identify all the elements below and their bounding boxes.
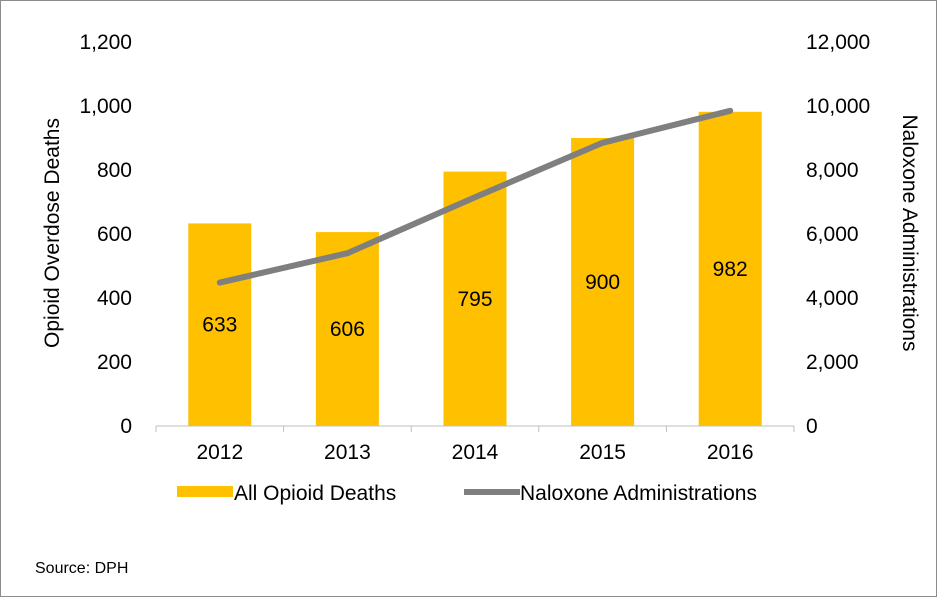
bar-2013: [315, 232, 379, 426]
y-right-tick-label-5: 10,000: [806, 95, 870, 118]
x-tick-label-2014: 2014: [452, 441, 499, 464]
naloxone-line: [216, 107, 734, 286]
bar-2014: [443, 171, 507, 426]
y-right-tick-label-1: 2,000: [806, 351, 859, 374]
data-label-2015: 900: [585, 271, 620, 294]
data-label-2012: 633: [202, 314, 237, 337]
legend-label-naloxone-administrations: Naloxone Administrations: [520, 482, 757, 505]
data-label-2016: 982: [713, 258, 748, 281]
x-tick-label-2015: 2015: [579, 441, 626, 464]
legend-label-all-opioid-deaths: All Opioid Deaths: [234, 482, 396, 505]
data-label-2014: 795: [457, 288, 492, 311]
source-note: Source: DPH: [35, 560, 129, 577]
axes-layer: [155, 425, 795, 432]
y-right-tick-label-4: 8,000: [806, 159, 859, 182]
y-left-tick-label-4: 800: [97, 159, 132, 182]
y-right-tick-label-0: 0: [806, 415, 818, 438]
y-axis-title-right: Naloxone Administrations: [898, 115, 921, 352]
bars-layer: [188, 111, 762, 427]
y-right-tick-label-6: 12,000: [806, 31, 870, 54]
bar-2015: [571, 138, 635, 426]
legend-swatch-all-opioid-deaths: [177, 486, 233, 497]
y-left-tick-label-2: 400: [97, 287, 132, 310]
data-label-2013: 606: [330, 318, 365, 341]
y-axis-title-left: Opioid Overdose Deaths: [41, 118, 64, 348]
y-left-tick-label-0: 0: [120, 415, 132, 438]
y-right-tick-label-2: 4,000: [806, 287, 859, 310]
y-left-tick-label-6: 1,200: [79, 31, 132, 54]
bar-2012: [188, 223, 252, 426]
legend: All Opioid Deaths Naloxone Administratio…: [177, 482, 757, 505]
y-left-tick-label-1: 200: [97, 351, 132, 374]
x-tick-label-2016: 2016: [707, 441, 754, 464]
y-right-tick-label-3: 6,000: [806, 223, 859, 246]
x-tick-label-2012: 2012: [196, 441, 243, 464]
y-left-tick-label-3: 600: [97, 223, 132, 246]
labels-layer: 633 606 795 900 982 2012 2013 2014 2015 2016 0 200 4…: [79, 31, 870, 464]
line-layer: [216, 107, 734, 286]
y-left-tick-label-5: 1,000: [79, 95, 132, 118]
x-tick-label-2013: 2013: [324, 441, 371, 464]
bar-2016: [698, 111, 762, 427]
